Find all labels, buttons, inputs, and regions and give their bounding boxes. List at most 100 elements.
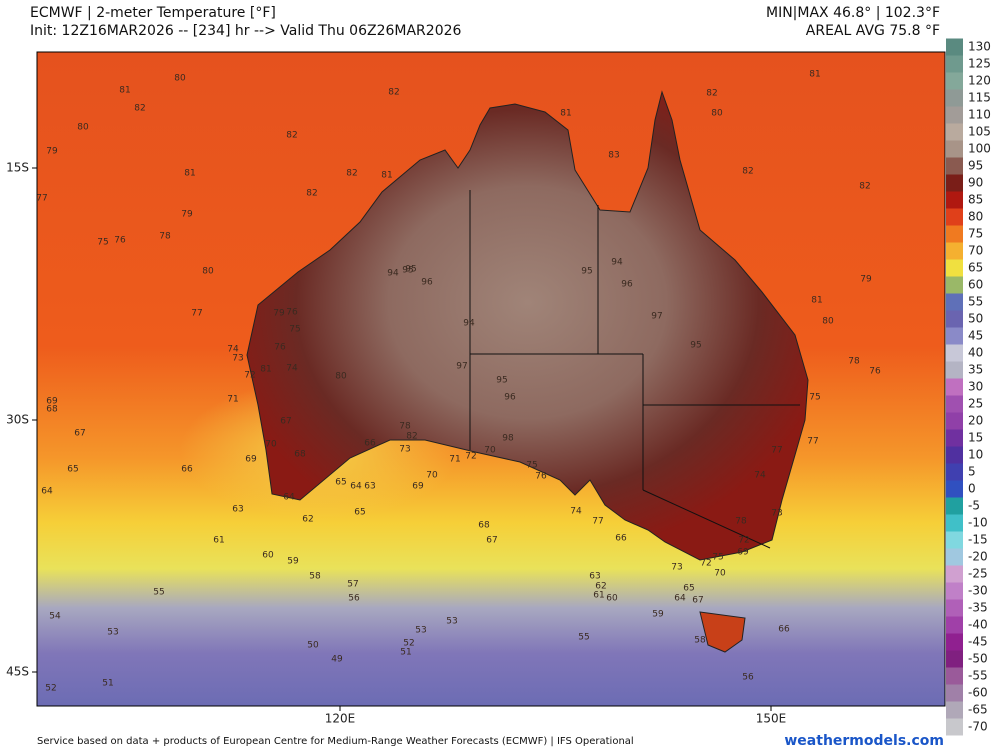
station-value: 82 bbox=[859, 182, 870, 192]
colorbar-swatch bbox=[946, 412, 963, 430]
station-value: 66 bbox=[778, 625, 790, 635]
lon-label: 150E bbox=[756, 712, 787, 726]
colorbar-label: 25 bbox=[968, 397, 983, 411]
init-valid: Init: 12Z16MAR2026 -- [234] hr --> Valid… bbox=[30, 23, 462, 39]
station-value: 79 bbox=[46, 147, 58, 157]
colorbar-swatch bbox=[946, 548, 963, 566]
station-value: 94 bbox=[387, 269, 399, 279]
station-value: 76 bbox=[114, 236, 126, 246]
station-value: 66 bbox=[615, 534, 627, 544]
colorbar-label: 60 bbox=[968, 278, 983, 292]
station-value: 80 bbox=[335, 372, 347, 382]
colorbar-swatch bbox=[946, 157, 963, 175]
station-value: 80 bbox=[202, 267, 214, 277]
station-value: 97 bbox=[456, 362, 467, 372]
station-value: 60 bbox=[262, 551, 274, 561]
station-value: 73 bbox=[671, 563, 682, 573]
station-value: 96 bbox=[421, 278, 433, 288]
station-value: 56 bbox=[348, 594, 360, 604]
colorbar-label: -40 bbox=[968, 618, 988, 632]
station-value: 77 bbox=[807, 437, 818, 447]
colorbar-label: 105 bbox=[968, 125, 991, 139]
station-value: 78 bbox=[399, 422, 411, 432]
station-value: 81 bbox=[809, 70, 820, 80]
station-value: 79 bbox=[181, 210, 193, 220]
station-value: 58 bbox=[309, 572, 321, 582]
station-value: 53 bbox=[107, 628, 118, 638]
station-value: 70 bbox=[265, 440, 277, 450]
colorbar-label: 125 bbox=[968, 57, 991, 71]
station-value: 62 bbox=[302, 515, 313, 525]
colorbar-swatch bbox=[946, 38, 963, 56]
colorbar-label: 15 bbox=[968, 431, 983, 445]
station-value: 78 bbox=[735, 517, 747, 527]
station-value: 65 bbox=[354, 508, 365, 518]
station-value: 63 bbox=[364, 482, 375, 492]
station-value: 68 bbox=[46, 405, 58, 415]
colorbar-label: 110 bbox=[968, 108, 991, 122]
station-value: 72 bbox=[700, 559, 711, 569]
station-value: 75 bbox=[809, 393, 820, 403]
station-value: 80 bbox=[711, 109, 723, 119]
station-value: 58 bbox=[694, 636, 706, 646]
station-value: 68 bbox=[294, 450, 306, 460]
colorbar-swatch bbox=[946, 140, 963, 158]
station-value: 79 bbox=[860, 275, 872, 285]
station-value: 57 bbox=[347, 580, 358, 590]
colorbar-swatch bbox=[946, 72, 963, 90]
station-value: 98 bbox=[502, 434, 514, 444]
colorbar-swatch bbox=[946, 684, 963, 702]
station-value: 77 bbox=[592, 517, 603, 527]
station-value: 66 bbox=[181, 465, 193, 475]
station-value: 69 bbox=[46, 397, 58, 407]
station-value: 69 bbox=[412, 482, 424, 492]
station-value: 69 bbox=[737, 548, 749, 558]
colorbar-label: 100 bbox=[968, 142, 991, 156]
station-value: 67 bbox=[486, 536, 497, 546]
station-value: 82 bbox=[306, 189, 317, 199]
brand[interactable]: weathermodels.com bbox=[784, 733, 944, 749]
colorbar-label: 5 bbox=[968, 465, 976, 479]
colorbar-swatch bbox=[946, 582, 963, 600]
areal-avg: AREAL AVG 75.8 °F bbox=[806, 23, 940, 39]
colorbar-swatch bbox=[946, 344, 963, 362]
title: ECMWF | 2-meter Temperature [°F] bbox=[30, 5, 276, 21]
colorbar-swatch bbox=[946, 327, 963, 345]
station-value: 80 bbox=[77, 123, 89, 133]
colorbar-swatch bbox=[946, 463, 963, 481]
lat-label: 30S bbox=[6, 413, 29, 427]
station-value: 82 bbox=[388, 88, 399, 98]
station-value: 95 bbox=[581, 267, 592, 277]
colorbar-label: 20 bbox=[968, 414, 983, 428]
colorbar-swatch bbox=[946, 497, 963, 515]
australia bbox=[246, 90, 809, 561]
station-value: 71 bbox=[227, 395, 238, 405]
station-value: 79 bbox=[273, 309, 285, 319]
station-value: 81 bbox=[119, 86, 130, 96]
station-value: 94 bbox=[611, 258, 623, 268]
colorbar-label: 75 bbox=[968, 227, 983, 241]
station-value: 65 bbox=[67, 465, 78, 475]
station-value: 49 bbox=[331, 655, 343, 665]
station-value: 80 bbox=[822, 317, 834, 327]
colorbar-label: 35 bbox=[968, 363, 983, 377]
station-value: 59 bbox=[287, 557, 299, 567]
station-value: 74 bbox=[754, 471, 766, 481]
station-value: 82 bbox=[346, 169, 357, 179]
colorbar-label: 85 bbox=[968, 193, 983, 207]
station-value: 95 bbox=[405, 265, 416, 275]
colorbar-swatch bbox=[946, 55, 963, 73]
colorbar-label: 130 bbox=[968, 40, 991, 54]
colorbar-label: -50 bbox=[968, 652, 988, 666]
station-value: 52 bbox=[45, 684, 56, 694]
colorbar-swatch bbox=[946, 531, 963, 549]
station-value: 51 bbox=[400, 648, 411, 658]
station-value: 96 bbox=[504, 393, 516, 403]
station-value: 56 bbox=[742, 673, 754, 683]
station-value: 76 bbox=[869, 367, 881, 377]
colorbar-label: 95 bbox=[968, 159, 983, 173]
station-value: 70 bbox=[714, 569, 726, 579]
station-value: 71 bbox=[449, 455, 460, 465]
colorbar-swatch bbox=[946, 191, 963, 209]
